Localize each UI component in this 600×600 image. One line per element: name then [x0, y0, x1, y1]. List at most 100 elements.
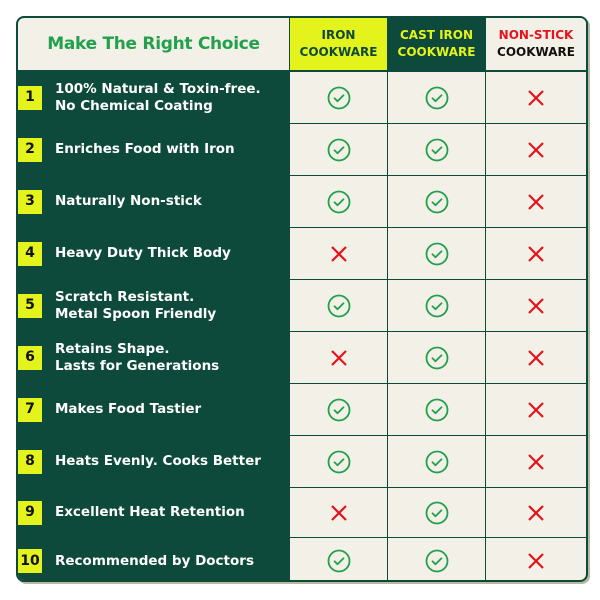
value-cell: [387, 228, 485, 279]
table-row: 3 Naturally Non-stick: [18, 176, 586, 228]
feature-line1: Retains Shape.: [55, 340, 170, 357]
row-number: 7: [18, 397, 42, 422]
feature-label: 3 Naturally Non-stick: [18, 176, 289, 227]
cross-icon: [330, 504, 348, 522]
cross-icon: [527, 193, 545, 211]
feature-line1: Heats Evenly. Cooks Better: [55, 453, 261, 469]
check-icon: [327, 398, 351, 422]
feature-line2: Lasts for Generations: [55, 357, 220, 374]
check-icon: [425, 450, 449, 474]
column-header-line2: COOKWARE: [397, 45, 476, 59]
feature-line1: Naturally Non-stick: [55, 193, 202, 209]
column-header-line1: IRON: [321, 28, 356, 42]
table-body: 1 100% Natural & Toxin-free. No Chemical …: [18, 72, 586, 580]
feature-line1: Enriches Food with Iron: [55, 141, 235, 157]
cross-icon: [527, 89, 545, 107]
value-cell: [387, 72, 485, 123]
feature-text: Excellent Heat Retention: [55, 504, 245, 521]
feature-label: 6 Retains Shape. Lasts for Generations: [18, 332, 289, 383]
value-cell: [485, 72, 586, 123]
cross-icon: [330, 349, 348, 367]
value-cell: [485, 488, 586, 537]
feature-label: 4 Heavy Duty Thick Body: [18, 228, 289, 279]
value-cell: [387, 332, 485, 383]
feature-line2: Metal Spoon Friendly: [55, 305, 217, 322]
feature-label: 1 100% Natural & Toxin-free. No Chemical …: [18, 72, 289, 123]
row-number: 10: [18, 549, 42, 573]
value-cell: [387, 538, 485, 580]
value-cell: [485, 280, 586, 331]
feature-line1: Scratch Resistant.: [55, 288, 195, 305]
value-cell: [289, 384, 387, 435]
value-cell: [289, 436, 387, 487]
check-icon: [425, 549, 449, 573]
row-number: 3: [18, 189, 42, 214]
value-cell: [289, 228, 387, 279]
cross-icon: [330, 245, 348, 263]
value-cell: [289, 488, 387, 537]
feature-label: 5 Scratch Resistant. Metal Spoon Friendly: [18, 280, 289, 331]
value-cell: [289, 72, 387, 123]
table-header: Make The Right Choice IRON COOKWARE CAST…: [18, 18, 586, 72]
value-cell: [485, 176, 586, 227]
value-cell: [387, 124, 485, 175]
table-row: 10 Recommended by Doctors: [18, 538, 586, 580]
table-row: 9 Excellent Heat Retention: [18, 488, 586, 538]
value-cell: [289, 124, 387, 175]
column-header-non-stick: NON-STICK COOKWARE: [485, 18, 586, 70]
check-icon: [327, 549, 351, 573]
table-row: 7 Makes Food Tastier: [18, 384, 586, 436]
check-icon: [425, 190, 449, 214]
row-number: 6: [18, 345, 42, 370]
value-cell: [485, 124, 586, 175]
table-row: 4 Heavy Duty Thick Body: [18, 228, 586, 280]
row-number: 4: [18, 241, 42, 266]
value-cell: [289, 280, 387, 331]
column-header-line2: COOKWARE: [497, 45, 575, 59]
check-icon: [425, 242, 449, 266]
cross-icon: [527, 349, 545, 367]
comparison-table: Make The Right Choice IRON COOKWARE CAST…: [16, 16, 588, 582]
table-row: 8 Heats Evenly. Cooks Better: [18, 436, 586, 488]
column-header-iron: IRON COOKWARE: [289, 18, 387, 70]
check-icon: [425, 294, 449, 318]
row-number: 1: [18, 85, 42, 110]
cross-icon: [527, 297, 545, 315]
column-header-line2: COOKWARE: [299, 45, 378, 59]
row-number: 2: [18, 137, 42, 162]
check-icon: [327, 190, 351, 214]
check-icon: [327, 450, 351, 474]
cross-icon: [527, 141, 545, 159]
table-row: 2 Enriches Food with Iron: [18, 124, 586, 176]
feature-label: 10 Recommended by Doctors: [18, 538, 289, 580]
table-row: 1 100% Natural & Toxin-free. No Chemical …: [18, 72, 586, 124]
feature-text: Makes Food Tastier: [55, 401, 201, 418]
feature-line1: Recommended by Doctors: [55, 552, 254, 569]
check-icon: [425, 398, 449, 422]
cross-icon: [527, 504, 545, 522]
feature-text: Heavy Duty Thick Body: [55, 245, 231, 262]
check-icon: [425, 86, 449, 110]
feature-text: Enriches Food with Iron: [55, 141, 235, 158]
row-number: 9: [18, 500, 42, 525]
value-cell: [387, 488, 485, 537]
check-icon: [327, 86, 351, 110]
table-row: 6 Retains Shape. Lasts for Generations: [18, 332, 586, 384]
feature-text: Heats Evenly. Cooks Better: [55, 453, 261, 470]
cross-icon: [527, 453, 545, 471]
value-cell: [387, 436, 485, 487]
feature-text: Naturally Non-stick: [55, 193, 202, 210]
value-cell: [387, 384, 485, 435]
feature-line1: 100% Natural & Toxin-free.: [55, 80, 261, 97]
feature-label: 2 Enriches Food with Iron: [18, 124, 289, 175]
feature-text: Recommended by Doctors: [55, 553, 254, 570]
table-row: 5 Scratch Resistant. Metal Spoon Friendly: [18, 280, 586, 332]
column-header-line1: CAST IRON: [399, 28, 474, 42]
column-header-line1: NON-STICK: [498, 28, 574, 42]
row-number: 5: [18, 293, 42, 318]
check-icon: [327, 138, 351, 162]
value-cell: [289, 538, 387, 580]
value-cell: [289, 176, 387, 227]
feature-line1: Heavy Duty Thick Body: [55, 245, 231, 261]
feature-line1: Excellent Heat Retention: [55, 504, 245, 520]
